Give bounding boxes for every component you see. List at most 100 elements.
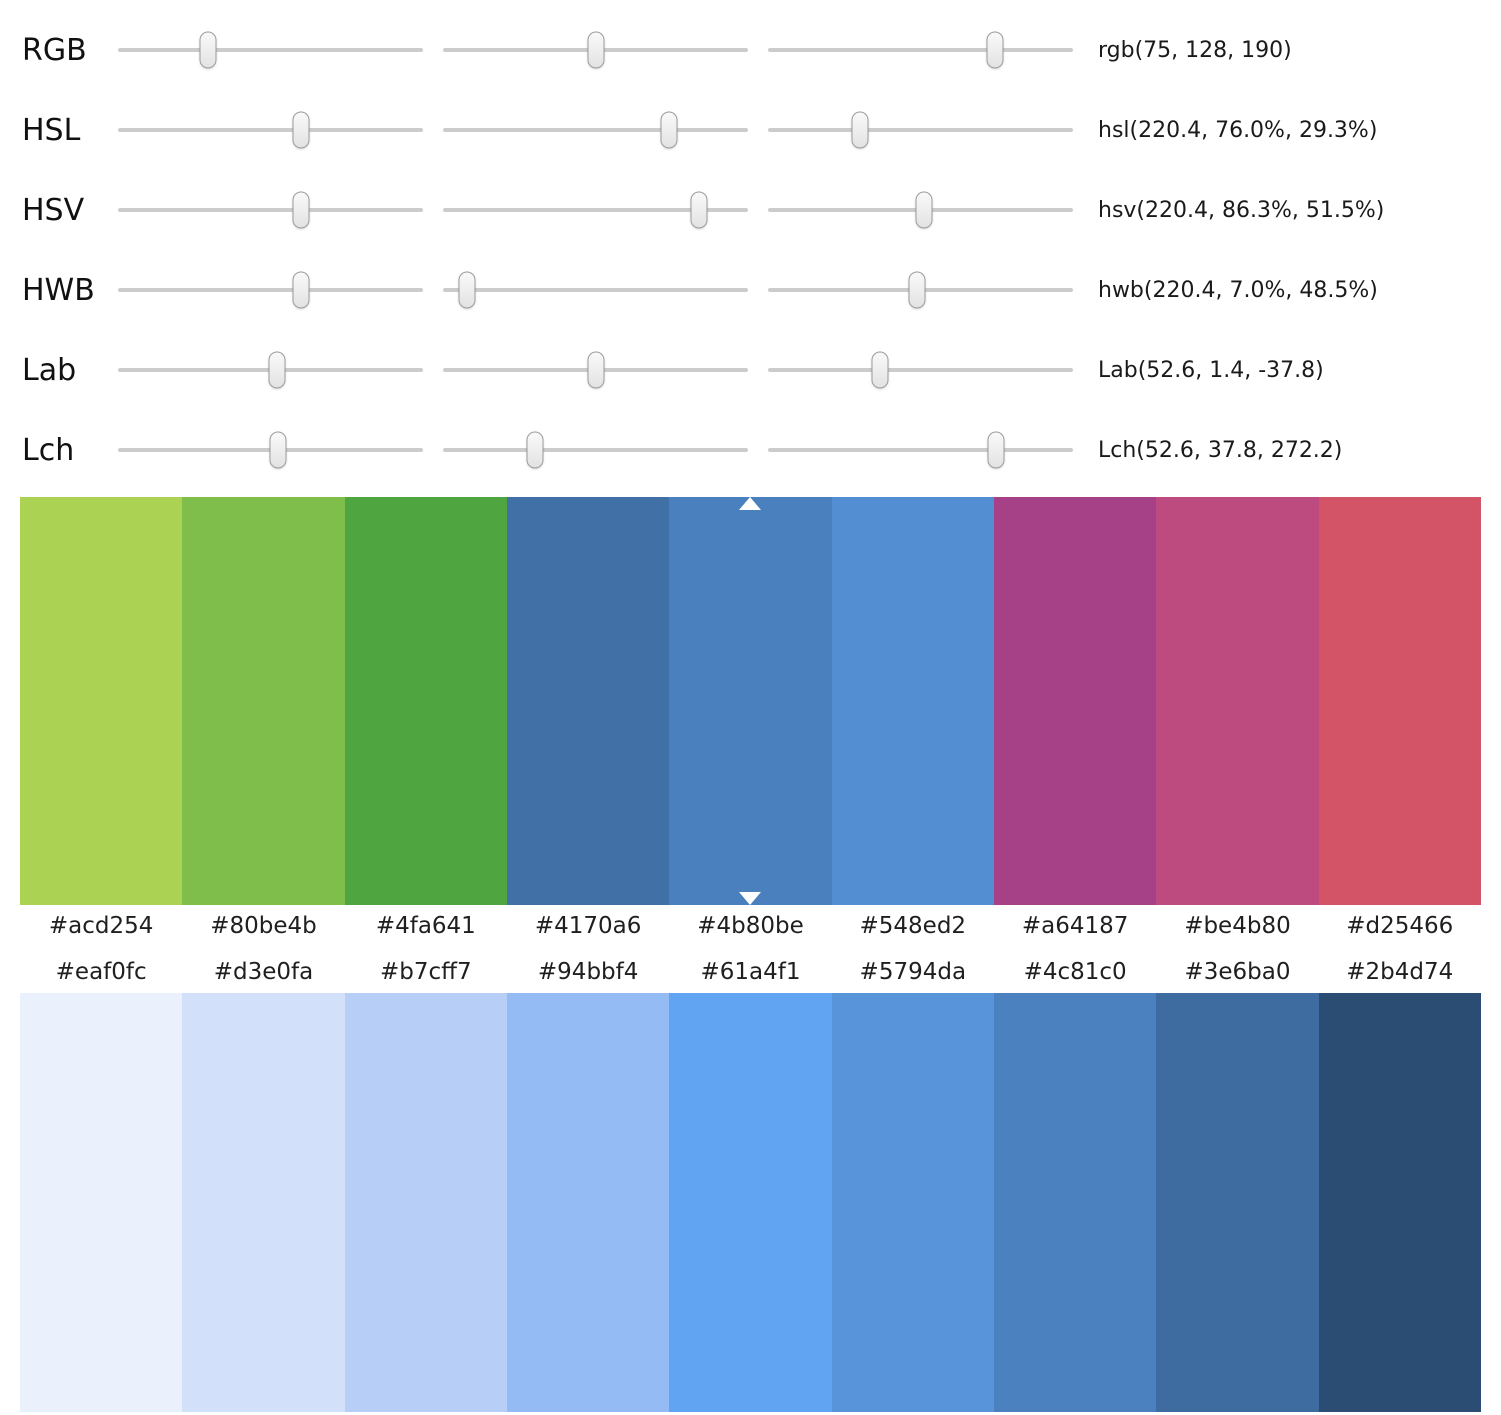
slider-value: hwb(220.4, 7.0%, 48.5%) xyxy=(1098,277,1378,303)
slider-value: rgb(75, 128, 190) xyxy=(1098,37,1292,63)
swatch-hex-label: #61a4f1 xyxy=(700,959,801,985)
slider-value: hsl(220.4, 76.0%, 29.3%) xyxy=(1098,117,1378,143)
swatch-hex-label: #4170a6 xyxy=(534,913,642,939)
slider-value: hsv(220.4, 86.3%, 51.5%) xyxy=(1098,197,1385,223)
slider-track[interactable] xyxy=(443,268,748,312)
slider-tracks xyxy=(118,188,1073,232)
top-palette-labels: #acd254 #80be4b #4fa641 #4170a6 #4b80be #548e… xyxy=(20,905,1481,949)
palette-swatch[interactable] xyxy=(20,497,183,905)
slider-tracks xyxy=(118,348,1073,392)
slider-handle[interactable] xyxy=(915,191,933,229)
slider-row-rgb: RGB rgb(75, 128, 190) xyxy=(0,10,1501,90)
slider-track[interactable] xyxy=(443,428,748,472)
slider-track[interactable] xyxy=(118,188,423,232)
swatch-hex-label: #4b80be xyxy=(697,913,804,939)
palette-swatch[interactable] xyxy=(669,993,832,1412)
bottom-palette: #eaf0fc #d3e0fa #b7cff7 #94bbf4 #61a4f1 #5794… xyxy=(20,949,1481,1412)
slider-track[interactable] xyxy=(118,28,423,72)
slider-track[interactable] xyxy=(768,268,1073,312)
bottom-palette-swatches xyxy=(20,993,1481,1412)
swatch-hex-label: #548ed2 xyxy=(859,913,967,939)
slider-row-label: Lab xyxy=(22,352,77,388)
slider-track[interactable] xyxy=(118,108,423,152)
slider-handle[interactable] xyxy=(292,111,310,149)
slider-track-line xyxy=(118,288,423,292)
slider-handle[interactable] xyxy=(587,351,605,389)
palette-swatch[interactable] xyxy=(831,497,994,905)
slider-tracks xyxy=(118,268,1073,312)
swatch-hex-label: #4c81c0 xyxy=(1023,959,1127,985)
swatch-hex-label: #80be4b xyxy=(210,913,317,939)
slider-handle[interactable] xyxy=(851,111,868,149)
slider-track[interactable] xyxy=(443,28,748,72)
slider-track-line xyxy=(118,128,423,132)
slider-handle[interactable] xyxy=(986,31,1004,69)
slider-track[interactable] xyxy=(768,348,1073,392)
slider-track[interactable] xyxy=(118,348,423,392)
palette-swatch[interactable] xyxy=(20,993,183,1412)
slider-handle[interactable] xyxy=(690,191,708,229)
slider-track-line xyxy=(768,48,1073,52)
slider-handle[interactable] xyxy=(908,271,926,309)
slider-track-line xyxy=(768,368,1073,372)
swatch-hex-label: #acd254 xyxy=(48,913,154,939)
slider-handle[interactable] xyxy=(268,351,286,389)
palette-swatch[interactable] xyxy=(506,993,670,1412)
selected-marker-down-icon xyxy=(739,892,762,905)
slider-handle[interactable] xyxy=(871,351,889,389)
slider-row-lch: Lch Lch(52.6, 37.8, 272.2) xyxy=(0,410,1501,490)
slider-handle[interactable] xyxy=(199,31,217,69)
slider-row-hsv: HSV hsv(220.4, 86.3%, 51.5%) xyxy=(0,170,1501,250)
slider-track-line xyxy=(118,48,423,52)
palette-swatch[interactable] xyxy=(993,993,1157,1412)
palette-swatch[interactable] xyxy=(993,497,1157,905)
selected-marker-up-icon xyxy=(739,497,762,510)
swatch-hex-label: #d25466 xyxy=(1346,913,1454,939)
palette-swatch[interactable] xyxy=(182,497,345,905)
palette-swatch[interactable] xyxy=(182,993,345,1412)
palette-swatch[interactable] xyxy=(1318,993,1481,1412)
palette-swatch[interactable] xyxy=(831,993,994,1412)
palette-swatch[interactable] xyxy=(344,993,507,1412)
slider-track[interactable] xyxy=(443,188,748,232)
slider-track-line xyxy=(443,288,748,292)
slider-handle[interactable] xyxy=(269,431,287,469)
palette-swatch[interactable] xyxy=(669,497,832,905)
slider-tracks xyxy=(118,428,1073,472)
swatch-hex-label: #2b4d74 xyxy=(1346,959,1454,985)
slider-handle[interactable] xyxy=(660,111,678,149)
slider-track[interactable] xyxy=(118,268,423,312)
swatch-hex-label: #94bbf4 xyxy=(537,959,639,985)
slider-handle[interactable] xyxy=(458,271,476,309)
slider-track-line xyxy=(768,448,1073,452)
slider-row-label: Lch xyxy=(22,432,75,468)
slider-row-label: HSV xyxy=(22,192,85,228)
swatch-hex-label: #4fa641 xyxy=(375,913,476,939)
slider-track[interactable] xyxy=(443,108,748,152)
slider-handle[interactable] xyxy=(587,31,605,69)
slider-row-hsl: HSL hsl(220.4, 76.0%, 29.3%) xyxy=(0,90,1501,170)
palette-swatch[interactable] xyxy=(1156,993,1319,1412)
slider-track[interactable] xyxy=(768,28,1073,72)
slider-track[interactable] xyxy=(768,428,1073,472)
palette-swatch[interactable] xyxy=(506,497,670,905)
slider-value: Lab(52.6, 1.4, -37.8) xyxy=(1098,357,1324,383)
slider-track[interactable] xyxy=(118,428,423,472)
palette-swatch[interactable] xyxy=(344,497,507,905)
slider-handle[interactable] xyxy=(292,191,310,229)
palette-swatch[interactable] xyxy=(1318,497,1481,905)
slider-track[interactable] xyxy=(768,188,1073,232)
slider-row-hwb: HWB hwb(220.4, 7.0%, 48.5%) xyxy=(0,250,1501,330)
slider-track[interactable] xyxy=(443,348,748,392)
slider-handle[interactable] xyxy=(292,271,310,309)
slider-track-line xyxy=(768,128,1073,132)
swatch-hex-label: #3e6ba0 xyxy=(1184,959,1291,985)
slider-handle[interactable] xyxy=(526,431,543,469)
sliders-section: RGB rgb(75, 128, 190) HSL hsl(220.4, 76.0%,… xyxy=(0,0,1501,490)
swatch-hex-label: #be4b80 xyxy=(1184,913,1291,939)
slider-tracks xyxy=(118,108,1073,152)
slider-handle[interactable] xyxy=(987,431,1005,469)
slider-track[interactable] xyxy=(768,108,1073,152)
palette-swatch[interactable] xyxy=(1156,497,1319,905)
